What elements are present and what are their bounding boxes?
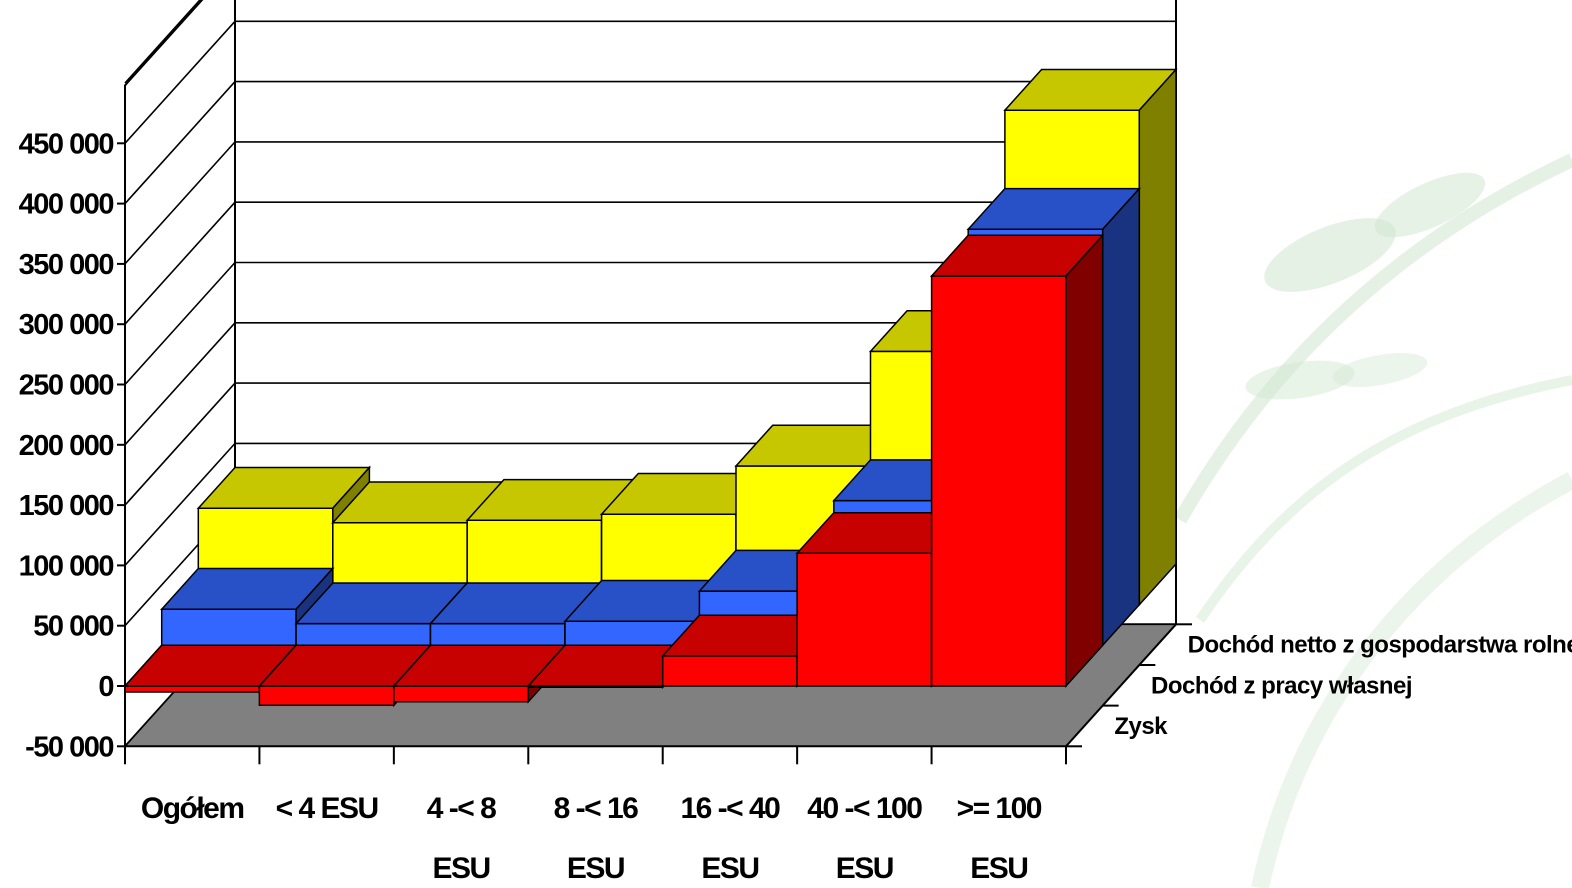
y-tick-label-7: 300 000: [19, 309, 114, 341]
y-tick-label-0: -50 000: [25, 731, 113, 763]
y-tick-label-3: 100 000: [19, 550, 114, 582]
series-label-1: Dochód z pracy własnej: [1151, 672, 1412, 699]
category-label-3-line-0: 8 -< 16: [554, 792, 639, 825]
gridline-5: [124, 321, 1176, 446]
wheat-stem-upper: [1173, 153, 1572, 524]
category-label-5-line-1: ESU: [836, 852, 893, 885]
series-label-0: Zysk: [1114, 713, 1168, 740]
bar-side: [1138, 67, 1177, 607]
y-tick-label-4: 150 000: [19, 490, 114, 522]
axis-labels: -50 000 0 50 000 100 000 150 000 200 000 250 0…: [19, 128, 1572, 885]
category-label-6-line-1: ESU: [970, 852, 1027, 885]
wheat-stem-middle: [1195, 375, 1572, 623]
category-label-3-line-1: ESU: [567, 852, 624, 885]
y-tick-label-2: 50 000: [33, 611, 113, 643]
bar-front: [295, 622, 432, 647]
wheat-ear-1: [1264, 218, 1396, 292]
bar-front: [258, 685, 395, 707]
category-label-0-line-0: Ogółem: [141, 792, 244, 825]
wheat-ear-3: [1245, 360, 1355, 400]
y-tick-label-5: 200 000: [19, 430, 114, 462]
depth-axis-line: [1065, 623, 1177, 747]
bar-front: [124, 685, 261, 693]
bars: [123, 67, 1178, 708]
category-label-2-line-1: ESU: [432, 852, 489, 885]
bar-zysk-6: [929, 233, 1105, 688]
wheat-ear-4: [1332, 353, 1428, 387]
gridline-9: [124, 80, 1176, 205]
y-tick-label-10: 450 000: [19, 128, 114, 160]
category-label-6-line-0: >= 100: [957, 792, 1042, 825]
category-label-1-line-0: < 4 ESU: [276, 792, 378, 825]
series-label-2: Dochód netto z gospodarstwa rolnego: [1188, 632, 1572, 659]
bar-side: [1101, 186, 1141, 648]
bar-side: [1065, 233, 1104, 688]
gridline-top: [124, 0, 201, 84]
axes: [117, 85, 1192, 765]
bar-front: [393, 685, 530, 703]
y-tick-label-1: 0: [98, 671, 113, 703]
bar-front: [160, 608, 297, 647]
bar-front: [796, 552, 933, 687]
bar-front: [661, 655, 798, 687]
gridline-4: [124, 382, 1176, 506]
y-tick-label-6: 250 000: [19, 370, 114, 402]
gridline-8: [124, 141, 1176, 265]
gridline-6: [124, 261, 1176, 386]
category-label-5-line-0: 40 -< 100: [807, 792, 922, 825]
bar-front: [429, 622, 566, 647]
y-tick-label-8: 350 000: [19, 249, 114, 281]
wheat-stem-lower: [1251, 472, 1572, 888]
category-label-2-line-0: 4 -< 8: [427, 792, 496, 825]
category-label-4-line-0: 16 -< 40: [680, 792, 780, 825]
gridline-10: [124, 20, 1176, 144]
bar-front: [930, 275, 1067, 687]
category-label-4-line-1: ESU: [701, 852, 758, 885]
gridline-7: [124, 201, 1176, 325]
wheat-ear-2: [1374, 172, 1486, 238]
y-tick-label-9: 400 000: [19, 189, 114, 221]
background-wheat-motif: [1173, 153, 1572, 888]
